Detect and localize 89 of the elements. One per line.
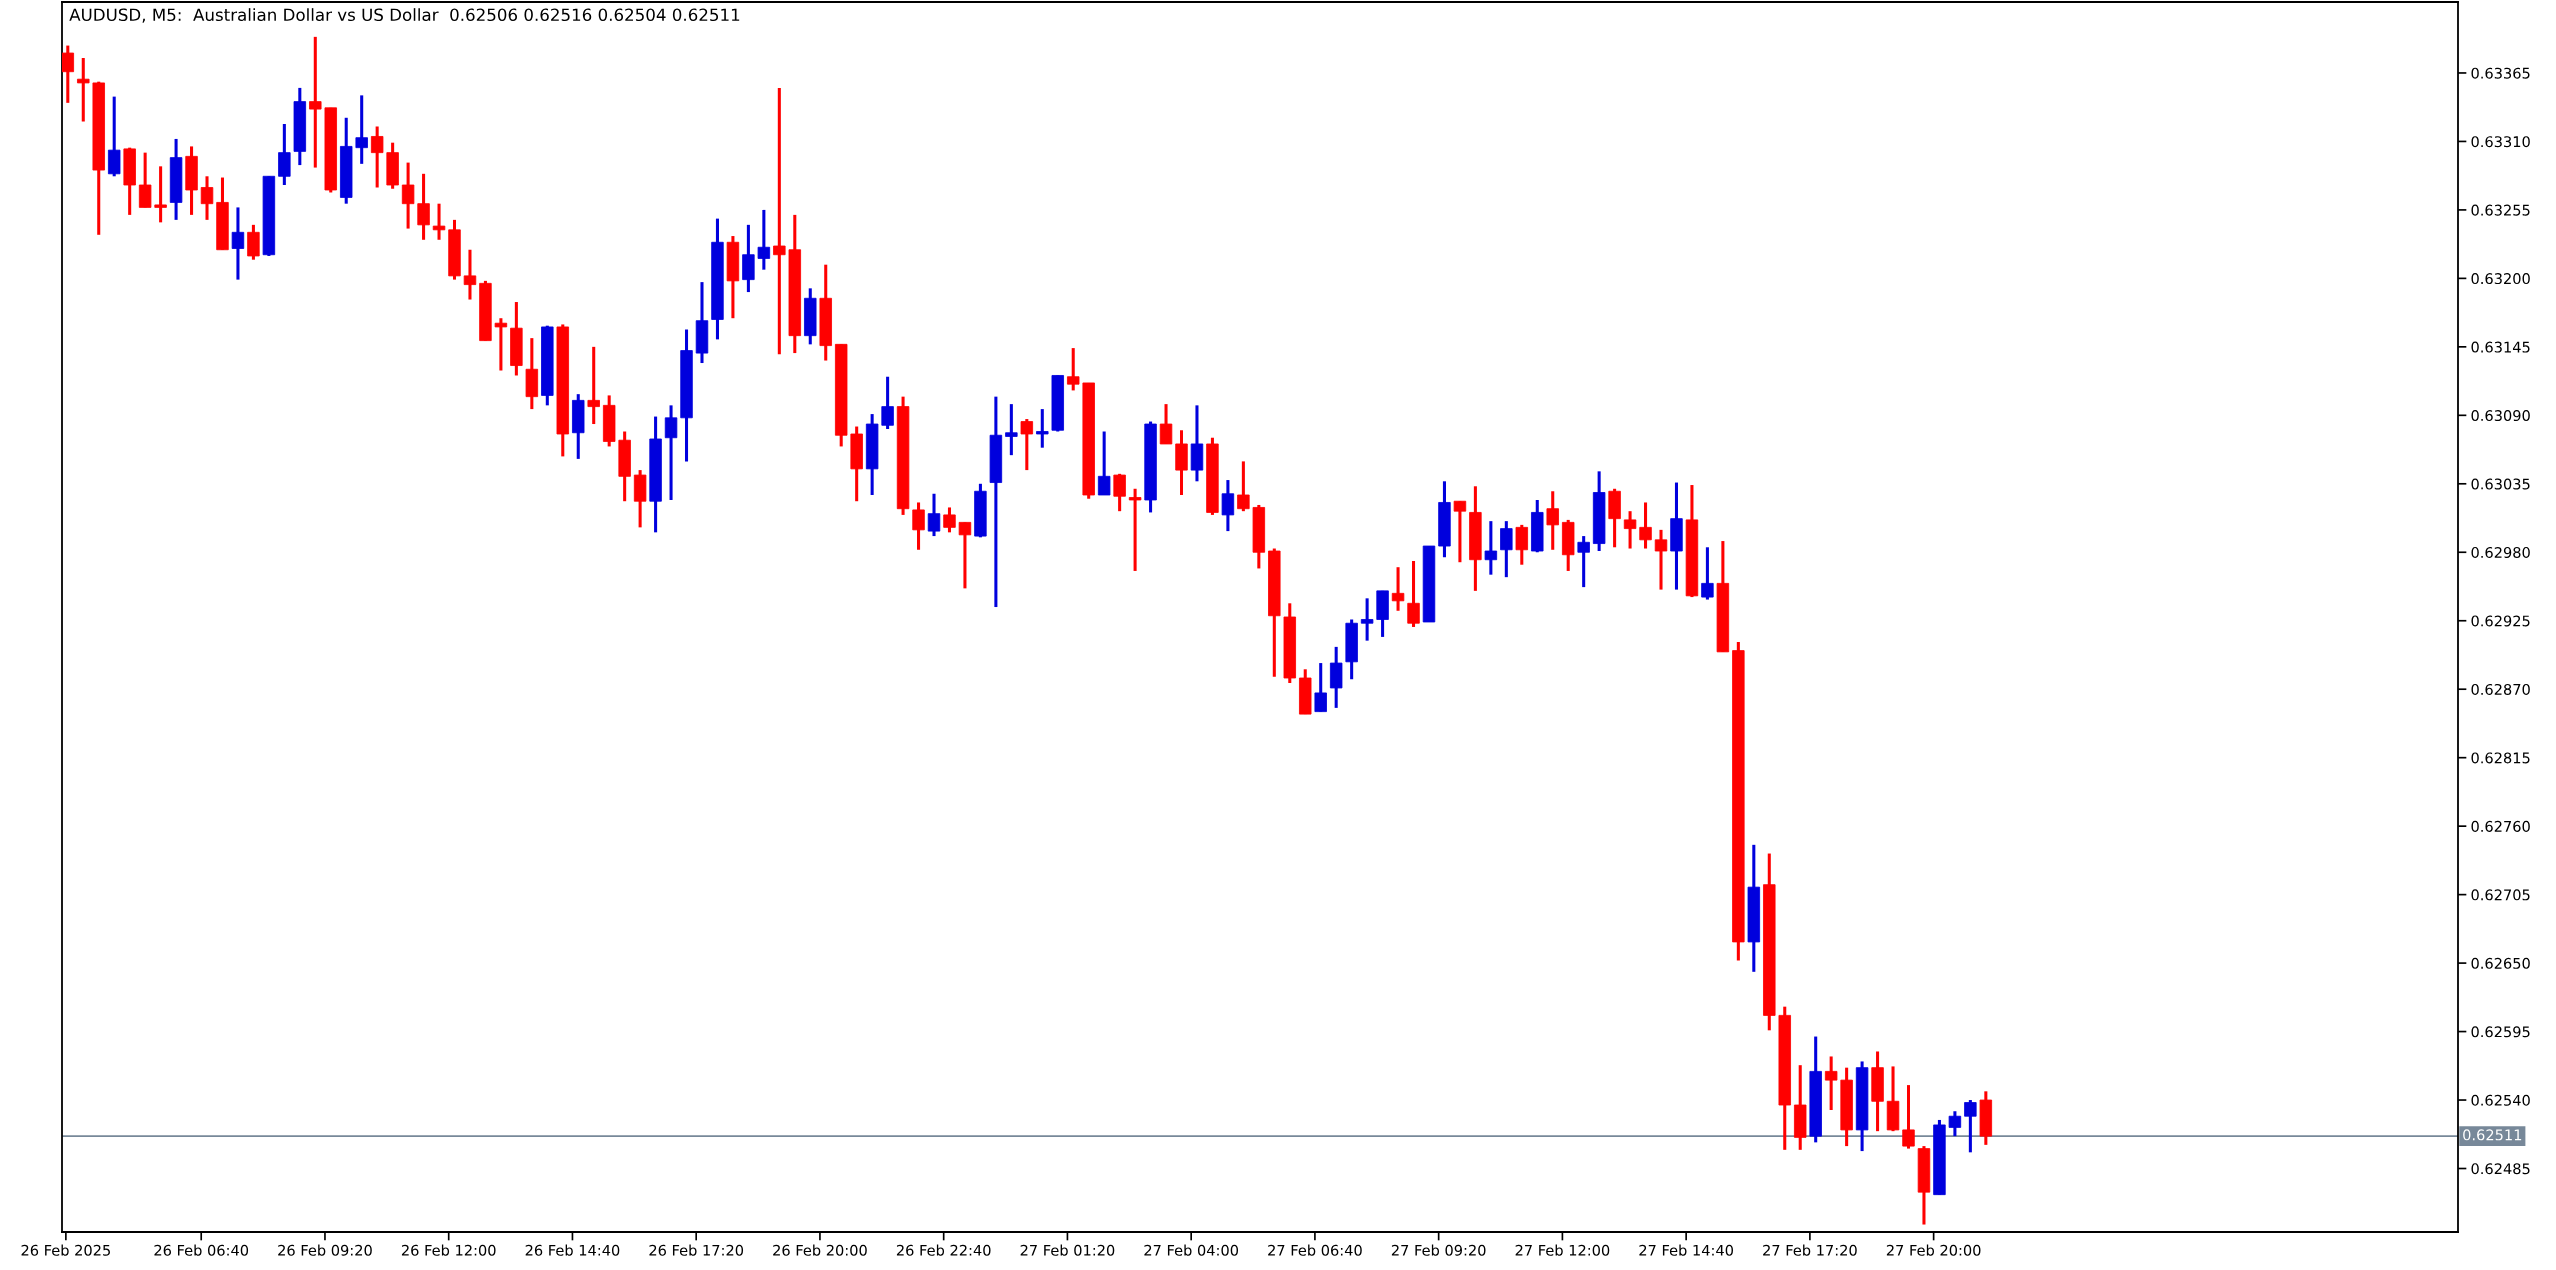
candlestick xyxy=(107,96,121,177)
x-tick-label: 26 Feb 22:40 xyxy=(896,1244,991,1256)
x-tick-label: 27 Feb 14:40 xyxy=(1639,1244,1734,1256)
y-tick-label: 0.62540 xyxy=(2471,1094,2530,1106)
candlestick xyxy=(1948,1111,1962,1138)
candlestick xyxy=(247,223,260,260)
y-tick-label: 0.63035 xyxy=(2471,478,2530,490)
y-tick-label: 0.62980 xyxy=(2471,546,2530,559)
candlestick xyxy=(1005,404,1018,457)
candlestick xyxy=(1407,560,1420,627)
chart-title: AUDUSD, M5: Australian Dollar vs US Dollar 0.62506 0.62516 0.62504 0.62511 xyxy=(69,8,740,23)
y-tick-label: 0.63145 xyxy=(2471,341,2530,353)
candlestick xyxy=(401,162,415,229)
candlestick xyxy=(1484,521,1498,575)
x-tick-label: 26 Feb 17:20 xyxy=(649,1244,744,1256)
candlestick xyxy=(309,35,322,168)
x-tick-label: 26 Feb 20:00 xyxy=(773,1244,867,1256)
candlestick xyxy=(587,345,600,426)
candlestick xyxy=(1623,511,1637,549)
candlestick xyxy=(1314,663,1327,713)
x-tick-label: 27 Feb 06:40 xyxy=(1268,1244,1362,1256)
candlestick xyxy=(912,502,925,550)
candlestick xyxy=(1546,491,1559,550)
candlestick xyxy=(1902,1085,1915,1149)
y-tick-label: 0.63090 xyxy=(2471,410,2530,422)
y-tick-label: 0.62650 xyxy=(2471,957,2530,969)
x-tick-label: 26 Feb 12:00 xyxy=(401,1244,496,1256)
y-tick-label: 0.62815 xyxy=(2471,752,2530,764)
candlestick xyxy=(1360,598,1374,641)
candlestick xyxy=(773,87,786,355)
candlestick xyxy=(1639,502,1652,549)
candlestick xyxy=(231,207,245,280)
candlestick xyxy=(62,45,75,103)
candlestick xyxy=(1221,480,1235,533)
y-tick-label: 0.62925 xyxy=(2471,615,2530,627)
candlestick xyxy=(1391,567,1405,611)
candlestick xyxy=(1515,523,1529,565)
candlestick xyxy=(943,507,956,533)
candlestick xyxy=(757,208,771,270)
x-tick-label: 27 Feb 20:00 xyxy=(1886,1244,1981,1256)
candlestick xyxy=(927,493,941,538)
candlestick xyxy=(1577,536,1590,589)
candlestick xyxy=(1159,404,1173,445)
y-tick-label: 0.62870 xyxy=(2471,683,2530,695)
candlestick xyxy=(138,152,152,208)
y-tick-label: 0.62760 xyxy=(2471,820,2530,832)
candlestick xyxy=(77,58,90,122)
candlestick xyxy=(1701,547,1714,600)
x-tick-label: 26 Feb 14:40 xyxy=(525,1244,620,1256)
y-tick-label: 0.63200 xyxy=(2471,273,2530,285)
ref-line-label: 0.62511 xyxy=(2463,1129,2522,1141)
candlestick xyxy=(355,95,368,164)
y-tick-label: 0.63365 xyxy=(2471,67,2530,79)
x-tick-label: 26 Feb 09:20 xyxy=(278,1244,372,1256)
x-tick-label: 27 Feb 17:20 xyxy=(1763,1244,1857,1256)
x-tick-label: 27 Feb 01:20 xyxy=(1020,1244,1115,1256)
candlestick xyxy=(417,172,430,240)
candlestick xyxy=(1097,431,1111,496)
candlestick xyxy=(958,521,972,589)
candlestick xyxy=(154,166,167,223)
candlestick xyxy=(1128,487,1142,571)
candlestick xyxy=(664,405,678,500)
candlestick xyxy=(463,249,477,300)
x-tick-label: 27 Feb 04:00 xyxy=(1144,1244,1239,1256)
candlestick xyxy=(1067,348,1080,391)
candlestick xyxy=(1500,521,1513,579)
candlestick xyxy=(1453,500,1467,564)
x-tick-label: 27 Feb 09:20 xyxy=(1391,1244,1486,1256)
candlestick xyxy=(881,376,894,430)
x-tick-label: 26 Feb 06:40 xyxy=(154,1244,249,1256)
candlestick xyxy=(278,124,291,186)
candlestick xyxy=(432,203,446,240)
candlestick xyxy=(1654,528,1668,590)
candlestick xyxy=(1824,1056,1838,1110)
candlestick xyxy=(1020,419,1034,472)
y-tick-label: 0.63255 xyxy=(2471,204,2530,216)
y-tick-label: 0.62595 xyxy=(2471,1026,2530,1038)
y-tick-label: 0.63310 xyxy=(2471,136,2530,148)
y-tick-label: 0.62705 xyxy=(2471,889,2530,901)
candlestick xyxy=(370,126,384,188)
candlestick xyxy=(1113,472,1126,513)
candlestick xyxy=(1036,409,1049,448)
candlestick xyxy=(1237,461,1250,513)
x-tick-label: 26 Feb 2025 xyxy=(21,1244,110,1256)
y-tick-label: 0.62485 xyxy=(2471,1163,2530,1175)
x-tick-label: 27 Feb 12:00 xyxy=(1515,1244,1610,1256)
candlestick xyxy=(494,318,508,371)
candlestick xyxy=(200,176,214,220)
candlestick xyxy=(1964,1100,1977,1153)
